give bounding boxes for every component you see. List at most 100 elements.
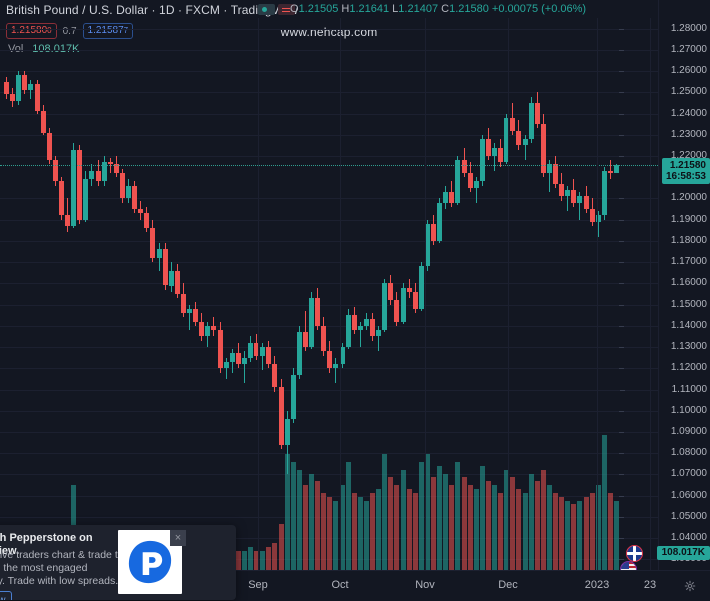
volume-bar (461, 477, 467, 570)
volume-bar (351, 492, 357, 570)
symbol-title[interactable]: British Pound / U.S. Dollar · 1D · FXCM … (6, 3, 298, 17)
lower-band-value[interactable]: 1.215800 (6, 23, 57, 39)
volume-bar (388, 477, 394, 570)
price-tick-label: 1.26000 (618, 65, 707, 76)
grid-line (0, 134, 658, 136)
volume-badge[interactable]: 108.017K (656, 546, 710, 560)
volume-bar (333, 500, 339, 570)
volume-bar (528, 473, 534, 570)
gear-icon[interactable] (684, 580, 696, 592)
ohlc-values: O1.21505 H1.21641 L1.21407 C1.21580 +0.0… (290, 3, 586, 15)
tick-dash (618, 368, 624, 370)
volume-bar (418, 462, 424, 570)
candle-body (345, 315, 351, 348)
candle-body (528, 102, 534, 139)
candle-wick (567, 185, 569, 212)
open-key: O (290, 3, 299, 15)
candle-body (321, 325, 327, 352)
price-tick-label: 1.06000 (618, 490, 707, 501)
upper-band-value[interactable]: 1.215877 (82, 23, 134, 39)
volume-bar (254, 550, 260, 570)
uk-flag-marker[interactable] (626, 545, 643, 562)
grid-line (0, 368, 658, 370)
volume-bar (431, 477, 436, 570)
eye-visibility-icon[interactable] (258, 4, 275, 15)
volume-bar (272, 543, 278, 570)
volume-bar (437, 465, 443, 570)
tick-dash (618, 156, 624, 157)
volume-bar (339, 485, 345, 570)
candle-body (199, 321, 205, 337)
current-price-badge[interactable]: 1.21580 16:58:53 (661, 157, 710, 184)
candle-body (205, 325, 211, 337)
candle-body (333, 364, 339, 369)
candle-body (614, 164, 619, 173)
price-tick-label: 1.09000 (618, 426, 707, 437)
volume-legend[interactable]: Vol 108.017K (8, 43, 79, 55)
pepperstone-promo-popup[interactable]: Trade with Pepperstone on TradingView. W… (0, 525, 236, 600)
volume-bar (467, 485, 473, 570)
candle-body (22, 75, 28, 91)
grid-line (0, 347, 658, 349)
volume-bar (553, 492, 558, 570)
grid-line (0, 71, 658, 73)
candle-body (455, 160, 461, 203)
tick-dash (619, 389, 625, 391)
price-tick-label: 1.17000 (618, 256, 707, 267)
volume-bar (546, 485, 552, 570)
grid-line (0, 92, 658, 94)
candle-body (327, 351, 333, 369)
candle-body (16, 75, 22, 101)
candle-body (595, 215, 601, 222)
candle-body (174, 270, 180, 294)
grid-line (0, 240, 658, 242)
promo-close-button[interactable]: × (170, 530, 186, 546)
time-tick-label: Sep (248, 579, 268, 591)
candle-body (492, 147, 497, 156)
candle-body (504, 117, 510, 163)
promo-cta-button[interactable]: Trade now (0, 591, 12, 600)
price-tick-label: 1.15000 (618, 299, 707, 310)
candle-body (534, 102, 540, 125)
volume-bar (394, 485, 400, 570)
volume-bar (443, 473, 449, 570)
price-tick-label: 1.27000 (618, 44, 707, 55)
candle-body (363, 319, 369, 326)
tick-dash (618, 219, 624, 221)
candle-body (394, 300, 400, 322)
candle-body (449, 192, 455, 203)
candle-body (28, 83, 34, 91)
candle-body (443, 192, 449, 203)
candle-wick (494, 143, 495, 171)
candle-wick (524, 134, 526, 161)
high-key: H (341, 3, 350, 15)
candle-body (516, 130, 522, 146)
candle-body (168, 270, 174, 286)
volume-bar (614, 500, 619, 570)
tick-dash (618, 240, 624, 242)
time-tick-label: Dec (498, 579, 518, 591)
grid-line (0, 325, 658, 327)
candle-body (418, 266, 424, 309)
remove-icon[interactable] (278, 4, 295, 15)
grid-line-vertical (340, 18, 341, 570)
tick-dash (618, 538, 624, 540)
legend-action-chips[interactable] (258, 4, 295, 15)
time-tick-label: Nov (415, 579, 435, 591)
candle-body (278, 387, 284, 445)
price-axis[interactable]: 1.28000 1.27000 1.26000 1.25000 1.24000 1.230… (618, 0, 710, 570)
volume-bar (302, 485, 308, 570)
grid-line (0, 283, 658, 285)
time-tick-label: 2023 (584, 579, 610, 591)
tick-dash (618, 453, 624, 455)
time-tick-label: 23 (643, 579, 657, 591)
volume-bar (455, 462, 461, 570)
chart-plot-area[interactable] (0, 18, 658, 570)
candle-body (485, 139, 491, 156)
candle-body (540, 124, 546, 173)
volume-bar (235, 550, 241, 570)
candle-body (284, 419, 290, 445)
candle-body (156, 249, 162, 258)
candle-body (583, 196, 589, 210)
